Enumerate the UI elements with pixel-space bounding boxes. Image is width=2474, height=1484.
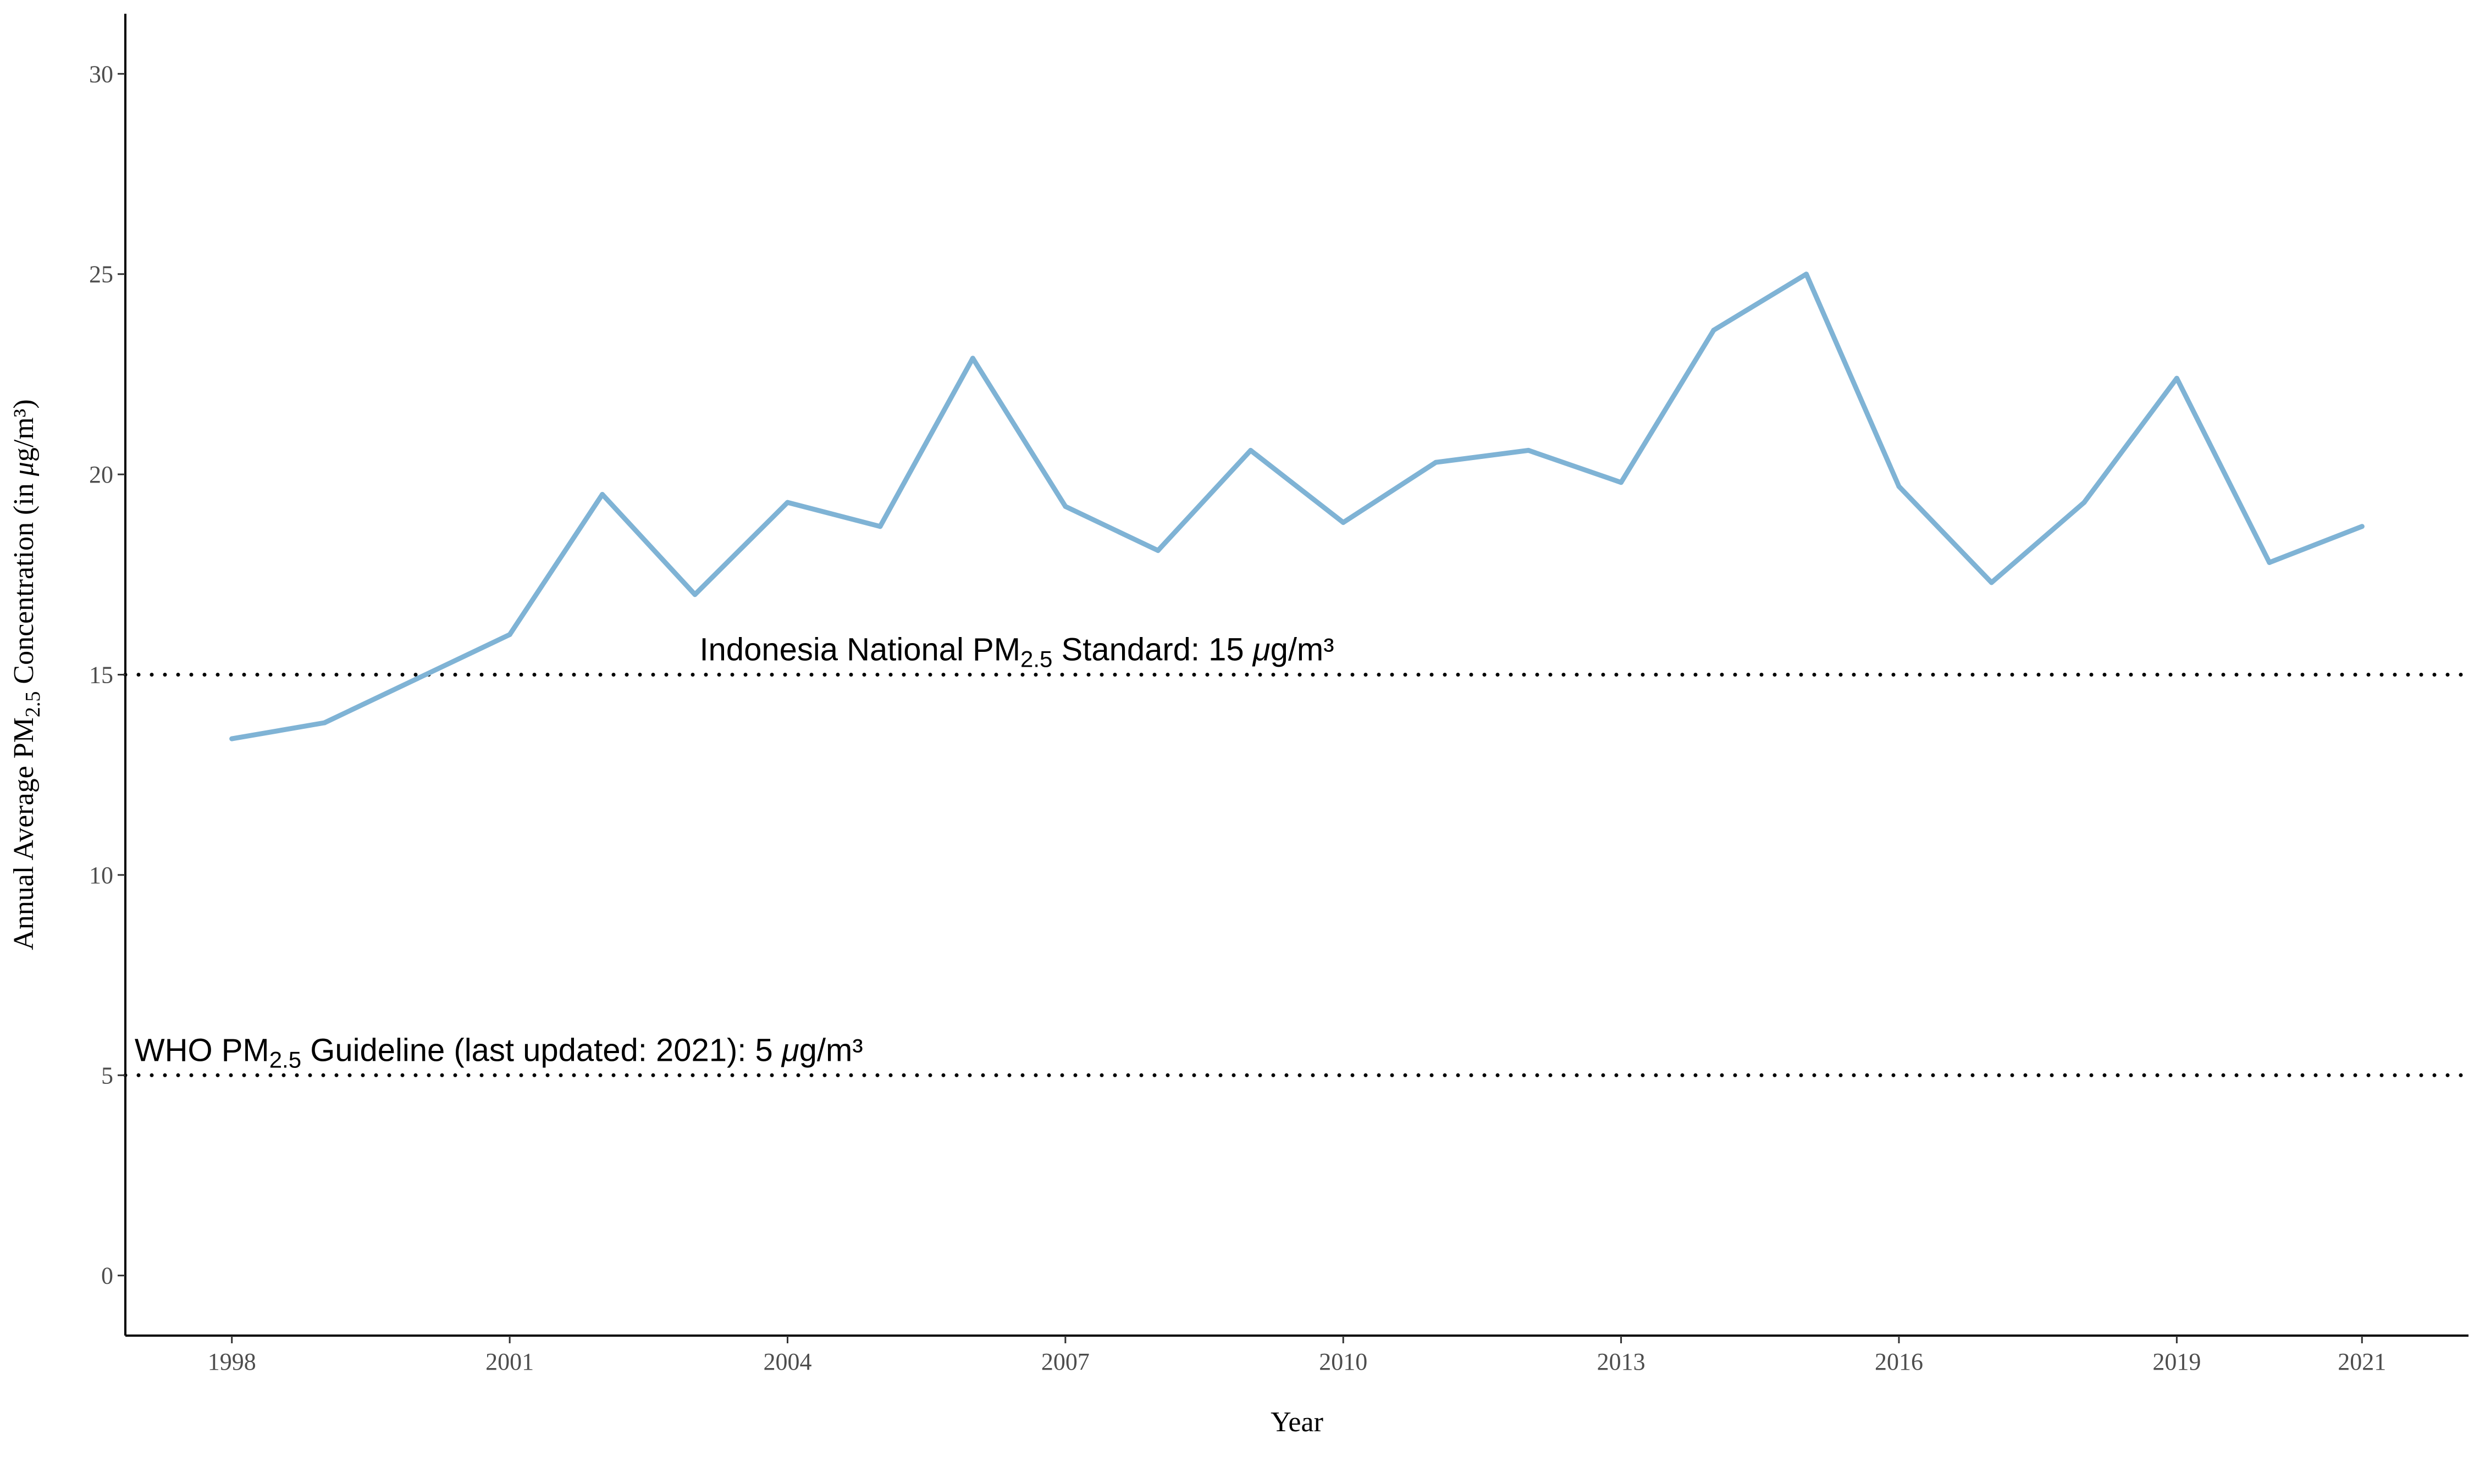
y-axis-title: Annual Average PM2.5 Concentration (in μ… <box>8 399 45 950</box>
data-point <box>1619 480 1624 485</box>
x-tick-label: 2004 <box>763 1348 811 1375</box>
data-point <box>2359 524 2365 529</box>
data-point <box>507 632 512 638</box>
data-point <box>1711 328 1716 333</box>
x-tick-label: 2007 <box>1041 1348 1090 1375</box>
x-tick-label: 2016 <box>1875 1348 1923 1375</box>
labels: Year Annual Average PM2.5 Concentration … <box>8 399 1334 1438</box>
data-point <box>2267 560 2272 565</box>
y-tick-label: 20 <box>89 461 113 488</box>
data-point <box>1433 459 1439 465</box>
data-point <box>1063 503 1068 509</box>
x-tick-label: 1998 <box>208 1348 256 1375</box>
data-point <box>600 492 605 497</box>
data-point <box>1896 484 1902 489</box>
y-tick-label: 30 <box>89 60 113 87</box>
y-axis-title-main: Annual Average PM <box>8 717 40 950</box>
data-point <box>1989 580 1994 585</box>
y-tick-label: 5 <box>101 1062 113 1089</box>
axes: 0 5 10 15 20 25 30 1998 2001 2004 2007 2010 2013 2016… <box>89 14 2469 1375</box>
data-point <box>229 736 235 741</box>
data-point <box>785 500 790 505</box>
data-point <box>692 592 698 597</box>
data-point <box>1155 548 1161 553</box>
y-axis-title-sub: 2.5 <box>21 691 45 718</box>
x-axis-title: Year <box>1271 1407 1323 1438</box>
data-point <box>415 676 420 682</box>
x-tick-label: 2010 <box>1319 1348 1367 1375</box>
x-tick-label: 2001 <box>485 1348 534 1375</box>
data-point <box>1526 447 1531 453</box>
data-point <box>2081 500 2087 505</box>
series-line <box>229 272 2365 741</box>
y-tick-label: 0 <box>101 1262 113 1289</box>
y-tick-label: 25 <box>89 261 113 288</box>
data-point <box>1340 520 1346 525</box>
data-point <box>970 356 975 361</box>
y-axis-title-unit: g/m³) <box>8 399 40 462</box>
plot-area <box>123 272 2471 1077</box>
reference-label-national: Indonesia National PM2.5 Standard: 15 μg… <box>699 632 1334 672</box>
data-point <box>877 524 883 529</box>
data-point <box>1248 447 1253 453</box>
y-axis-title-tail: Concentration (in <box>8 476 40 691</box>
x-tick-label: 2019 <box>2152 1348 2201 1375</box>
x-tick-label: 2021 <box>2338 1348 2386 1375</box>
y-tick-label: 15 <box>89 662 113 689</box>
reference-label-who: WHO PM2.5 Guideline (last updated: 2021)… <box>135 1032 863 1072</box>
x-tick-label: 2013 <box>1597 1348 1645 1375</box>
y-tick-label: 10 <box>89 862 113 889</box>
data-point <box>1804 272 1809 277</box>
y-axis-title-mu: μ <box>8 462 40 477</box>
data-point <box>2174 375 2179 381</box>
data-point <box>322 720 327 726</box>
